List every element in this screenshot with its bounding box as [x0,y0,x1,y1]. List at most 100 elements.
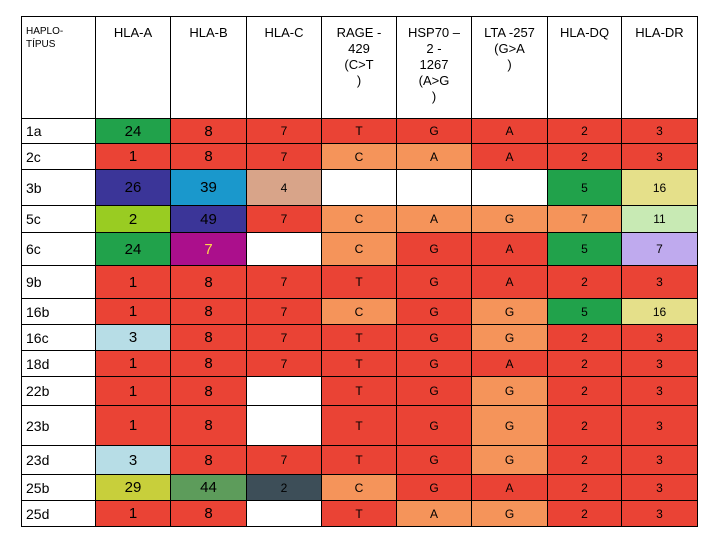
table-cell: 7 [547,205,622,233]
table-cell: 7 [246,445,322,475]
table-cell [471,169,548,206]
table-cell: 8 [170,350,247,377]
table-cell: 7 [246,298,322,325]
table-cell: 29 [95,474,171,501]
haplotype-label: 16c [21,324,96,351]
haplotype-label: 5c [21,205,96,233]
header-label: HAPLO- TÍPUS [26,26,64,50]
haplotype-label: 25b [21,474,96,501]
table-cell: 3 [621,118,698,144]
table-cell: T [321,118,397,144]
header-hla-a: HLA-A [95,16,171,119]
table-cell: 3 [621,445,698,475]
header-label: RAGE - 429 (C>T ) [336,25,382,88]
table-cell: 7 [246,143,322,170]
table-cell: G [471,298,548,325]
table-cell: 24 [95,118,171,144]
table-cell: A [396,143,472,170]
header-label: HLA-DQ [559,25,610,40]
table-cell: G [471,445,548,475]
table-cell: G [471,500,548,527]
table-cell: 11 [621,205,698,233]
table-cell: 3 [621,500,698,527]
table-cell: 8 [170,405,247,446]
table-row: 25b 29 44 2 C G A 2 3 [21,474,698,501]
table-cell: A [471,118,548,144]
table-cell: 4 [246,169,322,206]
table-row: 6c 24 7 C G A 5 7 [21,232,698,266]
haplotype-label: 1a [21,118,96,144]
table-cell: 8 [170,445,247,475]
table-cell: 7 [246,265,322,299]
table-cell: C [321,298,397,325]
haplotype-label: 2c [21,143,96,170]
table-cell: 8 [170,376,247,406]
table-cell: 16 [621,169,698,206]
table-cell: T [321,350,397,377]
table-cell: 7 [246,324,322,351]
table-cell: C [321,205,397,233]
table-cell: G [396,265,472,299]
table-row: 9b 1 8 7 T G A 2 3 [21,265,698,299]
table-cell: 1 [95,350,171,377]
table-cell: 2 [547,265,622,299]
table-row: 5c 2 49 7 C A G 7 11 [21,205,698,233]
table-cell: 16 [621,298,698,325]
table-cell: G [396,474,472,501]
haplotype-label: 18d [21,350,96,377]
table-row: 16c 3 8 7 T G G 2 3 [21,324,698,351]
table-cell: 39 [170,169,247,206]
table-row: 16b 1 8 7 C G G 5 16 [21,298,698,325]
table-cell: A [471,232,548,266]
table-cell: 7 [246,118,322,144]
table-cell: T [321,445,397,475]
table-cell: 2 [246,474,322,501]
haplotype-label: 6c [21,232,96,266]
header-row: HAPLO- TÍPUS HLA-A HLA-B HLA-C RAGE - 42… [21,16,698,119]
haplotype-label: 23d [21,445,96,475]
table-cell: 8 [170,298,247,325]
table-cell: 2 [547,143,622,170]
header-hla-dr: HLA-DR [621,16,698,119]
table-cell: A [396,500,472,527]
table-cell: A [471,350,548,377]
table-cell: 44 [170,474,247,501]
table-cell: 2 [547,376,622,406]
table-cell: 2 [547,324,622,351]
table-cell [396,169,472,206]
haplotype-label: 9b [21,265,96,299]
table-cell: 3 [621,405,698,446]
table-cell: 1 [95,143,171,170]
table-cell [246,232,322,266]
table-row: 2c 1 8 7 C A A 2 3 [21,143,698,170]
table-cell: C [321,143,397,170]
table-row: 3b 26 39 4 5 16 [21,169,698,206]
table-cell: 1 [95,500,171,527]
table-cell: T [321,324,397,351]
table-cell: 7 [246,205,322,233]
header-label: HLA-DR [635,25,684,40]
table-cell: 2 [547,350,622,377]
table-cell: 8 [170,500,247,527]
table-cell: 3 [95,324,171,351]
haplotype-label: 22b [21,376,96,406]
table-cell: 1 [95,265,171,299]
header-label: LTA -257 (G>A ) [484,25,535,72]
table-cell: 3 [621,350,698,377]
table-cell: T [321,500,397,527]
table-cell: G [396,298,472,325]
header-lta: LTA -257 (G>A ) [471,16,548,119]
table-cell: G [471,324,548,351]
table-cell: A [471,265,548,299]
table-row: 23d 3 8 7 T G G 2 3 [21,445,698,475]
table-cell: 3 [621,474,698,501]
haplotype-label: 16b [21,298,96,325]
table-cell: 2 [547,445,622,475]
table-cell: 1 [95,298,171,325]
header-label: HLA-A [113,25,153,40]
table-cell: G [396,350,472,377]
table-cell: 1 [95,376,171,406]
table-row: 18d 1 8 7 T G A 2 3 [21,350,698,377]
haplotype-label: 3b [21,169,96,206]
table-cell: 3 [621,376,698,406]
